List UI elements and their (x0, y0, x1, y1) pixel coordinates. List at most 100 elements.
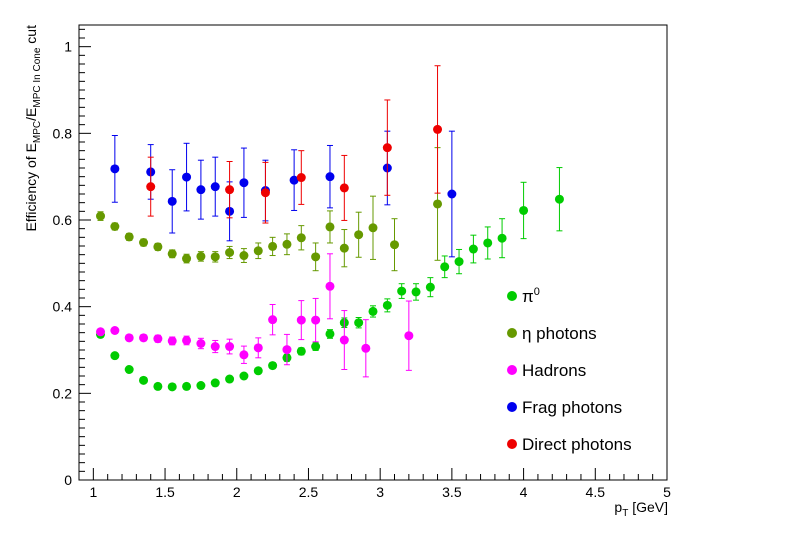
y-axis-title-sub2: MPC In Cone (32, 47, 43, 107)
legend-label: Frag photons (522, 398, 622, 417)
x-tick-label: 4 (520, 484, 528, 500)
data-point (196, 339, 206, 348)
x-tick-label: 3.5 (442, 484, 462, 500)
x-tick-label: 2 (233, 484, 241, 500)
legend-marker (507, 291, 517, 301)
data-point (124, 333, 134, 343)
legend-label-text: Frag photons (522, 398, 622, 417)
data-point (368, 223, 378, 233)
data-point (519, 205, 529, 215)
data-point (296, 233, 306, 243)
data-point (96, 327, 106, 337)
data-point (296, 173, 306, 183)
legend-label: Direct photons (522, 435, 632, 454)
data-point (139, 238, 149, 248)
data-point (354, 318, 364, 328)
data-point (139, 375, 149, 385)
data-point (153, 242, 163, 252)
data-point (182, 335, 192, 345)
data-point (268, 361, 278, 371)
data-point (296, 315, 306, 325)
data-point (196, 251, 206, 261)
x-tick-label: 1 (89, 484, 97, 500)
data-point (325, 222, 335, 232)
series-2 (96, 253, 414, 378)
data-point (167, 336, 177, 346)
data-point (253, 343, 263, 353)
data-point (554, 194, 564, 204)
data-point (196, 185, 206, 195)
data-point (110, 164, 120, 174)
legend-label: η photons (522, 324, 597, 343)
data-point (433, 124, 443, 134)
data-point (210, 252, 220, 262)
y-tick-label: 0.8 (53, 125, 73, 141)
y-tick-label: 0.2 (53, 385, 73, 401)
x-tick-label: 5 (663, 484, 671, 500)
data-point (433, 199, 443, 209)
data-point (325, 172, 335, 182)
data-point (182, 172, 192, 182)
data-point (454, 257, 464, 267)
legend-label-text: Direct photons (522, 435, 632, 454)
y-axis: 0 0.2 0.4 0.6 0.8 1 (53, 28, 91, 488)
x-axis-title: pT [GeV] (614, 499, 668, 519)
y-axis-title-sub1: MPC (32, 121, 43, 143)
data-point (210, 182, 220, 192)
legend-label: Hadrons (522, 361, 586, 380)
y-tick-label: 0.6 (53, 212, 73, 228)
legend-label-text: η photons (522, 324, 597, 343)
data-point (182, 254, 192, 264)
data-point (483, 238, 493, 248)
legend-marker (507, 365, 517, 375)
data-point (425, 282, 435, 292)
plot-frame (78, 24, 668, 481)
y-tick-label: 0 (64, 472, 72, 488)
data-point (390, 240, 400, 250)
series-layer (96, 65, 564, 392)
data-point (239, 371, 249, 381)
data-point (311, 342, 321, 352)
data-point (239, 178, 249, 188)
data-point (296, 346, 306, 356)
data-point (210, 378, 220, 388)
data-point (447, 189, 457, 199)
data-point (167, 196, 177, 206)
data-point (253, 246, 263, 256)
data-point (440, 262, 450, 272)
data-point (382, 300, 392, 310)
data-point (196, 381, 206, 391)
data-point (253, 366, 263, 376)
data-point (146, 182, 156, 192)
data-point (397, 286, 407, 296)
data-point (110, 326, 120, 335)
data-point (225, 185, 235, 195)
data-point (124, 365, 134, 374)
legend-label-text: π (522, 287, 534, 306)
data-point (182, 381, 192, 391)
y-tick-label: 0.4 (53, 299, 73, 315)
data-point (167, 382, 177, 392)
legend-label-sup: 0 (534, 286, 540, 298)
x-tick-label: 1.5 (155, 484, 175, 500)
legend-marker (507, 328, 517, 338)
data-point (260, 188, 270, 198)
data-point (225, 248, 235, 257)
legend-label-text: Hadrons (522, 361, 586, 380)
data-point (153, 381, 163, 391)
x-axis: 1 1.5 2 2.5 3 3.5 4 4.5 5 (78, 468, 671, 500)
data-point (268, 241, 278, 251)
data-point (225, 374, 235, 384)
data-point (311, 315, 321, 325)
data-point (311, 252, 321, 262)
data-point (110, 351, 120, 361)
x-axis-title-rest: [GeV] (628, 499, 668, 515)
legend-marker (507, 439, 517, 449)
y-axis-title-part1: Efficiency of E (23, 143, 39, 231)
y-axis-title: Efficiency of EMPC/EMPC In Cone cut (23, 25, 43, 232)
data-point (282, 345, 292, 355)
data-point (404, 331, 414, 341)
legend-marker (507, 402, 517, 412)
x-axis-title-main: p (614, 499, 622, 515)
data-point (289, 175, 299, 185)
